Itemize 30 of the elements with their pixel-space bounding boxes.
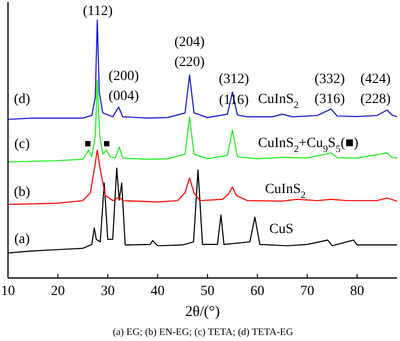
annotation: (332) xyxy=(314,72,346,88)
annotation: (a) xyxy=(14,232,30,248)
x-tick-label: 10 xyxy=(1,284,15,299)
annotation: (204) xyxy=(174,35,205,50)
annotation: (c) xyxy=(14,137,30,152)
annotation: CuInS$_{2}$ xyxy=(264,182,306,201)
annotation: (312) xyxy=(218,72,250,88)
annotation: ■ xyxy=(103,138,110,150)
annotation: (004) xyxy=(108,89,140,104)
text: (a) EG; (b) EN-EG; (c) TETA; (d) TETA-EG xyxy=(112,327,294,338)
annotation: (316) xyxy=(314,92,346,108)
annotation: (228) xyxy=(360,92,391,108)
annotation: CuS xyxy=(269,222,294,238)
x-tick-label: 40 xyxy=(150,284,165,299)
x-tick-label: 50 xyxy=(200,284,214,299)
x-tick-label: 30 xyxy=(100,284,115,299)
text: (112) xyxy=(82,4,114,20)
x-tick-label: 20 xyxy=(50,284,65,299)
x-tick-label: 60 xyxy=(250,284,264,299)
x-tick-label: 70 xyxy=(300,284,314,299)
x-tick-label: 80 xyxy=(350,284,364,299)
annotation: ■ xyxy=(84,138,92,150)
annotation: (220) xyxy=(174,55,205,70)
annotation: CuInS$_{2}$ xyxy=(258,92,299,111)
annotation: CuInS$_{2}$+Cu$_{9}$S$_{5}$(■) xyxy=(258,136,359,155)
annotation: (424) xyxy=(360,72,391,88)
annotation: (d) xyxy=(14,92,30,108)
annotation: (200) xyxy=(108,69,140,84)
x-axis-title: 2θ/(°) xyxy=(185,304,220,320)
annotation: (b) xyxy=(14,185,30,200)
